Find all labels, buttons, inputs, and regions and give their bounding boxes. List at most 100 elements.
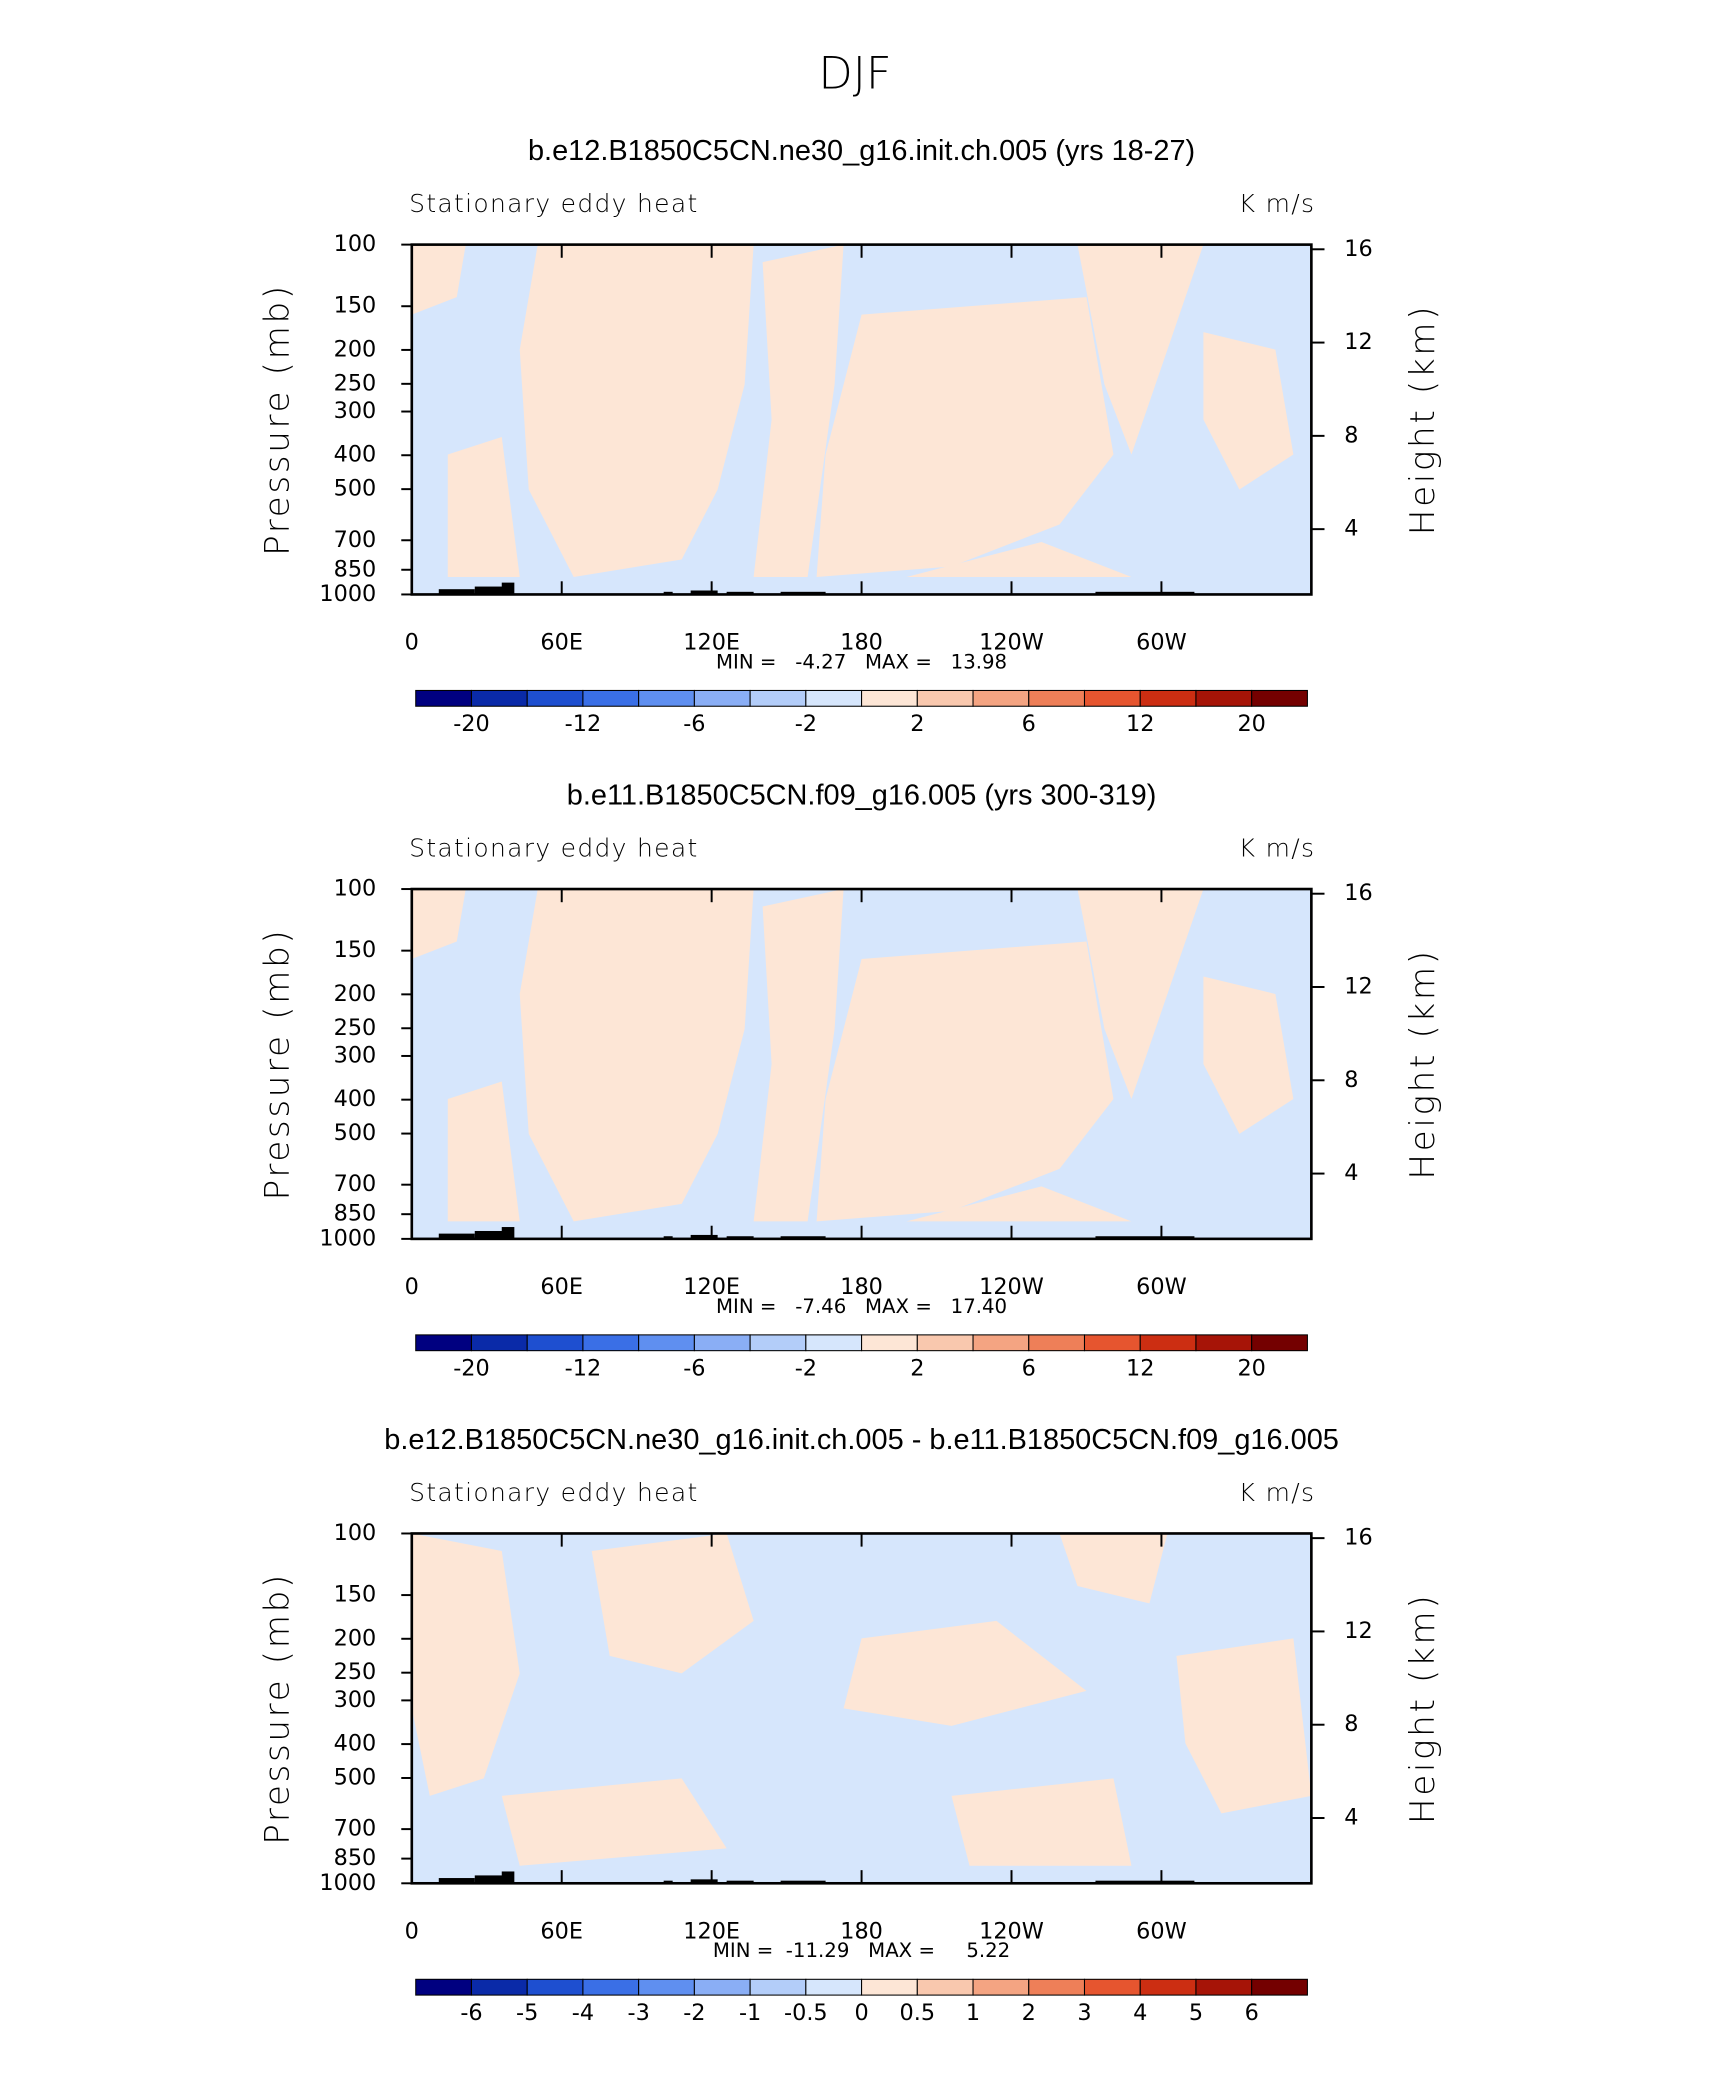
colorbar-label: -2 [683, 2000, 705, 2026]
colorbar-box [749, 1334, 807, 1352]
y-tick-label: 700 [334, 527, 377, 553]
colorbar-box [693, 689, 751, 707]
field-region [753, 889, 844, 1222]
x-tick-label: 60E [540, 1274, 583, 1300]
panel-title: b.e12.B1850C5CN.ne30_g16.init.ch.005 - b… [384, 1424, 1339, 1456]
colorbar-box [693, 1334, 751, 1352]
y-tick-label: 250 [334, 370, 377, 396]
colorbar-label: -20 [453, 711, 490, 737]
colorbar-label: 12 [1126, 711, 1154, 737]
colorbar-box [972, 1978, 1030, 1996]
y2-axis-title: Height (km) [1403, 304, 1443, 535]
y-tick-label: 700 [334, 1816, 377, 1842]
topography [690, 1879, 718, 1884]
colorbar-label: -12 [565, 1356, 602, 1382]
y2-tick-label: 16 [1344, 236, 1372, 262]
topography [501, 1227, 515, 1239]
field-region [816, 941, 1114, 1222]
x-tick-label: 120W [979, 630, 1044, 656]
colorbar-box [693, 1978, 751, 1996]
colorbar-box [1251, 1978, 1308, 1996]
topography [690, 1234, 718, 1239]
colorbar-label: -20 [453, 1356, 490, 1382]
colorbar-box [1251, 1334, 1308, 1352]
colorbar-box [805, 1978, 863, 1996]
field-region [1176, 1638, 1312, 1814]
colorbar-box [470, 1334, 528, 1352]
y2-tick-label: 12 [1344, 973, 1372, 999]
colorbar-label: -1 [739, 2000, 761, 2026]
x-tick-label: 120W [979, 1274, 1044, 1300]
colorbar-box [1139, 1334, 1197, 1352]
field-region [951, 1778, 1132, 1866]
y-tick-label: 500 [334, 1764, 377, 1790]
y-tick-label: 150 [334, 1582, 377, 1608]
y2-axis-title: Height (km) [1403, 948, 1443, 1179]
topography [663, 591, 673, 595]
colorbar-label: 6 [1022, 711, 1036, 737]
y-tick-label: 100 [334, 1520, 377, 1546]
colorbar-box [415, 1334, 472, 1352]
colorbar-box [582, 1334, 640, 1352]
topography [1095, 591, 1195, 595]
y-tick-label: 300 [334, 398, 377, 424]
min-max-stats: MIN = -11.29 MAX = 5.22 [713, 1939, 1010, 1962]
right-string: K m/s [1239, 189, 1316, 218]
colorbar-box [1195, 1978, 1253, 1996]
y2-tick-label: 8 [1344, 1711, 1358, 1737]
colorbar-label: 6 [1022, 1356, 1036, 1382]
x-tick-label: 120E [683, 630, 740, 656]
panel: b.e12.B1850C5CN.ne30_g16.init.ch.005 - b… [257, 1424, 1443, 2026]
colorbar-label: 5 [1189, 2000, 1203, 2026]
field-region [816, 297, 1114, 577]
y-tick-label: 850 [334, 1201, 377, 1227]
colorbar-box [1028, 1978, 1086, 1996]
y-tick-label: 100 [334, 876, 377, 902]
x-tick-label: 0 [405, 1274, 419, 1300]
topography [780, 591, 826, 595]
left-string: Stationary eddy heat [409, 189, 698, 218]
y-tick-label: 850 [334, 556, 377, 582]
x-tick-label: 180 [840, 1918, 883, 1944]
colorbar-box [1028, 689, 1086, 707]
colorbar-box [805, 1334, 863, 1352]
colorbar-label: -0.5 [784, 2000, 828, 2026]
x-tick-label: 60W [1136, 630, 1187, 656]
x-tick-label: 180 [840, 630, 883, 656]
field-region [591, 1533, 754, 1674]
field-region [411, 1533, 520, 1796]
y2-tick-label: 4 [1344, 516, 1358, 542]
y-tick-label: 250 [334, 1659, 377, 1685]
y2-tick-label: 4 [1344, 1160, 1358, 1186]
topography [438, 589, 475, 595]
y-tick-label: 850 [334, 1845, 377, 1871]
panel: b.e11.B1850C5CN.f09_g16.005 (yrs 300-319… [257, 780, 1443, 1382]
y-tick-label: 100 [334, 231, 377, 257]
colorbar-box [916, 689, 974, 707]
colorbar-box [1028, 1334, 1086, 1352]
field-region [1059, 1533, 1168, 1604]
colorbar-label: -12 [565, 711, 602, 737]
colorbar-box [1139, 1978, 1197, 1996]
colorbar-box [582, 1978, 640, 1996]
left-string: Stationary eddy heat [409, 834, 698, 863]
colorbar-box [1083, 1334, 1141, 1352]
topography [501, 1871, 515, 1884]
right-string: K m/s [1239, 834, 1316, 863]
colorbar-box [470, 689, 528, 707]
y-tick-label: 400 [334, 1086, 377, 1112]
field-region [519, 244, 754, 577]
y-axis-title: Pressure (mb) [257, 1572, 297, 1845]
x-tick-label: 60W [1136, 1274, 1187, 1300]
colorbar-box [1083, 689, 1141, 707]
colorbar-label: 20 [1237, 711, 1265, 737]
colorbar-box [638, 689, 695, 707]
y-tick-label: 150 [334, 293, 377, 319]
x-tick-label: 180 [840, 1274, 883, 1300]
x-tick-label: 0 [405, 1918, 419, 1944]
field-region [906, 541, 1132, 577]
colorbar-box [972, 1334, 1030, 1352]
colorbar-box [526, 1978, 584, 1996]
topography [474, 1875, 511, 1884]
